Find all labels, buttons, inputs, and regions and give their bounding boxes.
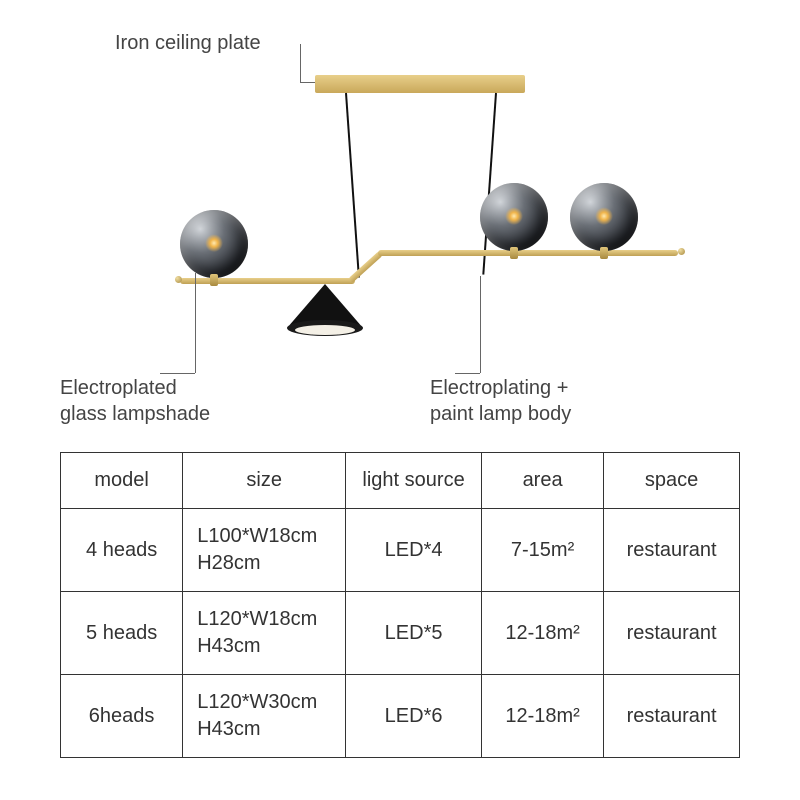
spec-table: model size light source area space 4 hea… <box>60 452 740 758</box>
cell-size: L120*W30cm H43cm <box>183 675 346 758</box>
cell-text: m² <box>556 705 579 727</box>
cell-space: restaurant <box>604 592 740 675</box>
product-diagram: Iron ceiling plate Electroplated glass l… <box>60 30 740 430</box>
glass-globe <box>480 183 548 251</box>
col-header: area <box>481 453 603 509</box>
table-row: 5 heads L120*W18cm H43cm LED*5 12-18m² r… <box>61 592 740 675</box>
suspension-wire <box>345 93 360 278</box>
label-glass-lampshade: Electroplated glass lampshade <box>60 375 210 427</box>
label-text: paint lamp body <box>430 403 571 425</box>
cell-text: H43cm <box>197 718 260 740</box>
ceiling-plate <box>315 75 525 93</box>
lamp-bar <box>348 251 383 284</box>
cell-text: m² <box>556 622 579 644</box>
label-ceiling-plate: Iron ceiling plate <box>115 30 261 56</box>
cell-text: m² <box>551 539 574 561</box>
glass-globe <box>180 210 248 278</box>
leader-line <box>480 276 481 373</box>
cell-space: restaurant <box>604 675 740 758</box>
cell-area: 7-15m² <box>481 509 603 592</box>
cell-text: H28cm <box>197 552 260 574</box>
cell-light: LED*4 <box>346 509 482 592</box>
cell-model: 6heads <box>61 675 183 758</box>
lamp-bar <box>378 250 678 256</box>
label-text: glass lampshade <box>60 403 210 425</box>
cone-lampshade <box>285 284 365 339</box>
cell-light: LED*5 <box>346 592 482 675</box>
cell-area: 12-18m² <box>481 592 603 675</box>
col-header: size <box>183 453 346 509</box>
glass-globe <box>570 183 638 251</box>
cell-text: 7-15 <box>511 539 551 561</box>
leader-line <box>455 373 480 374</box>
table-body: 4 heads L100*W18cm H28cm LED*4 7-15m² re… <box>61 509 740 758</box>
cell-text: L100*W18cm <box>197 525 317 547</box>
table-row: 6heads L120*W30cm H43cm LED*6 12-18m² re… <box>61 675 740 758</box>
cell-space: restaurant <box>604 509 740 592</box>
label-text: Electroplating + <box>430 377 568 399</box>
leader-line <box>300 44 301 82</box>
table-row: 4 heads L100*W18cm H28cm LED*4 7-15m² re… <box>61 509 740 592</box>
leader-line <box>160 373 195 374</box>
cell-text: H43cm <box>197 635 260 657</box>
cell-area: 12-18m² <box>481 675 603 758</box>
cell-text: 12-18 <box>505 622 556 644</box>
cell-text: L120*W30cm <box>197 691 317 713</box>
col-header: light source <box>346 453 482 509</box>
label-lamp-body: Electroplating + paint lamp body <box>430 375 571 427</box>
bar-endcap <box>678 248 685 255</box>
cell-model: 5 heads <box>61 592 183 675</box>
cell-text: 12-18 <box>505 705 556 727</box>
label-text: Electroplated <box>60 377 177 399</box>
cell-size: L100*W18cm H28cm <box>183 509 346 592</box>
leader-line <box>195 273 196 373</box>
cell-text: L120*W18cm <box>197 608 317 630</box>
suspension-wire <box>482 93 497 275</box>
col-header: model <box>61 453 183 509</box>
table-header-row: model size light source area space <box>61 453 740 509</box>
cell-size: L120*W18cm H43cm <box>183 592 346 675</box>
col-header: space <box>604 453 740 509</box>
bar-endcap <box>175 276 182 283</box>
cell-model: 4 heads <box>61 509 183 592</box>
cell-light: LED*6 <box>346 675 482 758</box>
